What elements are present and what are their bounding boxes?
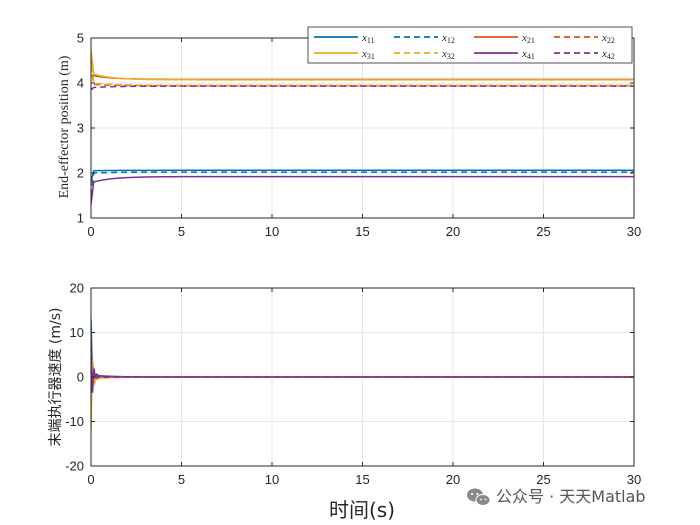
x-tick-label: 20 [446, 224, 460, 239]
y-tick-label: -10 [65, 414, 84, 429]
position-chart: 0 5 10 15 20 25 30 1 2 3 4 5 [77, 31, 641, 240]
x-tick-label: 5 [178, 472, 185, 487]
y-tick-label: 2 [77, 166, 84, 181]
y-tick-label: 3 [77, 121, 84, 136]
wechat-icon [467, 488, 491, 506]
legend-label-x22: x22 [601, 32, 615, 45]
series-line-x31 [91, 49, 634, 81]
series-line-x12 [91, 171, 634, 196]
series-line-x41 [91, 175, 634, 205]
series-line-x42 [91, 85, 634, 91]
series-group [91, 319, 634, 431]
y-tick-label: 5 [77, 31, 84, 46]
y-tick-label: 10 [70, 325, 84, 340]
x-tick-label: 0 [87, 224, 94, 239]
y-tick-label: 0 [77, 370, 84, 385]
legend-box [307, 26, 633, 64]
legend-label-x11: x11 [361, 32, 375, 45]
series-line-x42 [91, 370, 634, 392]
x-tick-label: 15 [355, 224, 369, 239]
legend-label-x21: x21 [521, 32, 535, 45]
watermark-text: 公众号 · 天天Matlab [496, 487, 646, 506]
legend-label-x31: x31 [361, 48, 375, 61]
legend-label-x32: x32 [441, 48, 455, 61]
x-tick-label: 30 [627, 472, 641, 487]
y-tick-label: -20 [65, 459, 84, 474]
series-line-x32 [91, 55, 634, 86]
series-line-x11 [91, 169, 634, 183]
y-axis-label-position: End-effector position (m) [57, 55, 72, 198]
velocity-chart: 0 5 10 15 20 25 30 -20 -10 0 10 20 [65, 281, 641, 488]
y-tick-label: 20 [70, 281, 84, 296]
x-tick-label: 0 [87, 472, 94, 487]
x-tick-label: 10 [265, 472, 279, 487]
x-tick-label: 20 [446, 472, 460, 487]
y-axis-label-velocity: 末端执行器速度 (m/s) [48, 307, 64, 446]
x-tick-label: 25 [536, 224, 550, 239]
legend-label-x42: x42 [601, 48, 615, 61]
x-tick-label: 15 [355, 472, 369, 487]
series-group [91, 49, 634, 205]
x-axis-label-time: 时间(s) [329, 498, 395, 522]
legend: x11 x12 x21 x22 x31 x32 x41 x42 [307, 26, 633, 64]
legend-label-x12: x12 [441, 32, 455, 45]
y-tick-label: 4 [77, 76, 84, 91]
y-tick-label: 1 [77, 211, 84, 226]
legend-label-x41: x41 [521, 48, 535, 61]
x-tick-label: 30 [627, 224, 641, 239]
x-tick-label: 10 [265, 224, 279, 239]
watermark: 公众号 · 天天Matlab [467, 487, 646, 506]
x-tick-label: 5 [178, 224, 185, 239]
x-tick-label: 25 [536, 472, 550, 487]
